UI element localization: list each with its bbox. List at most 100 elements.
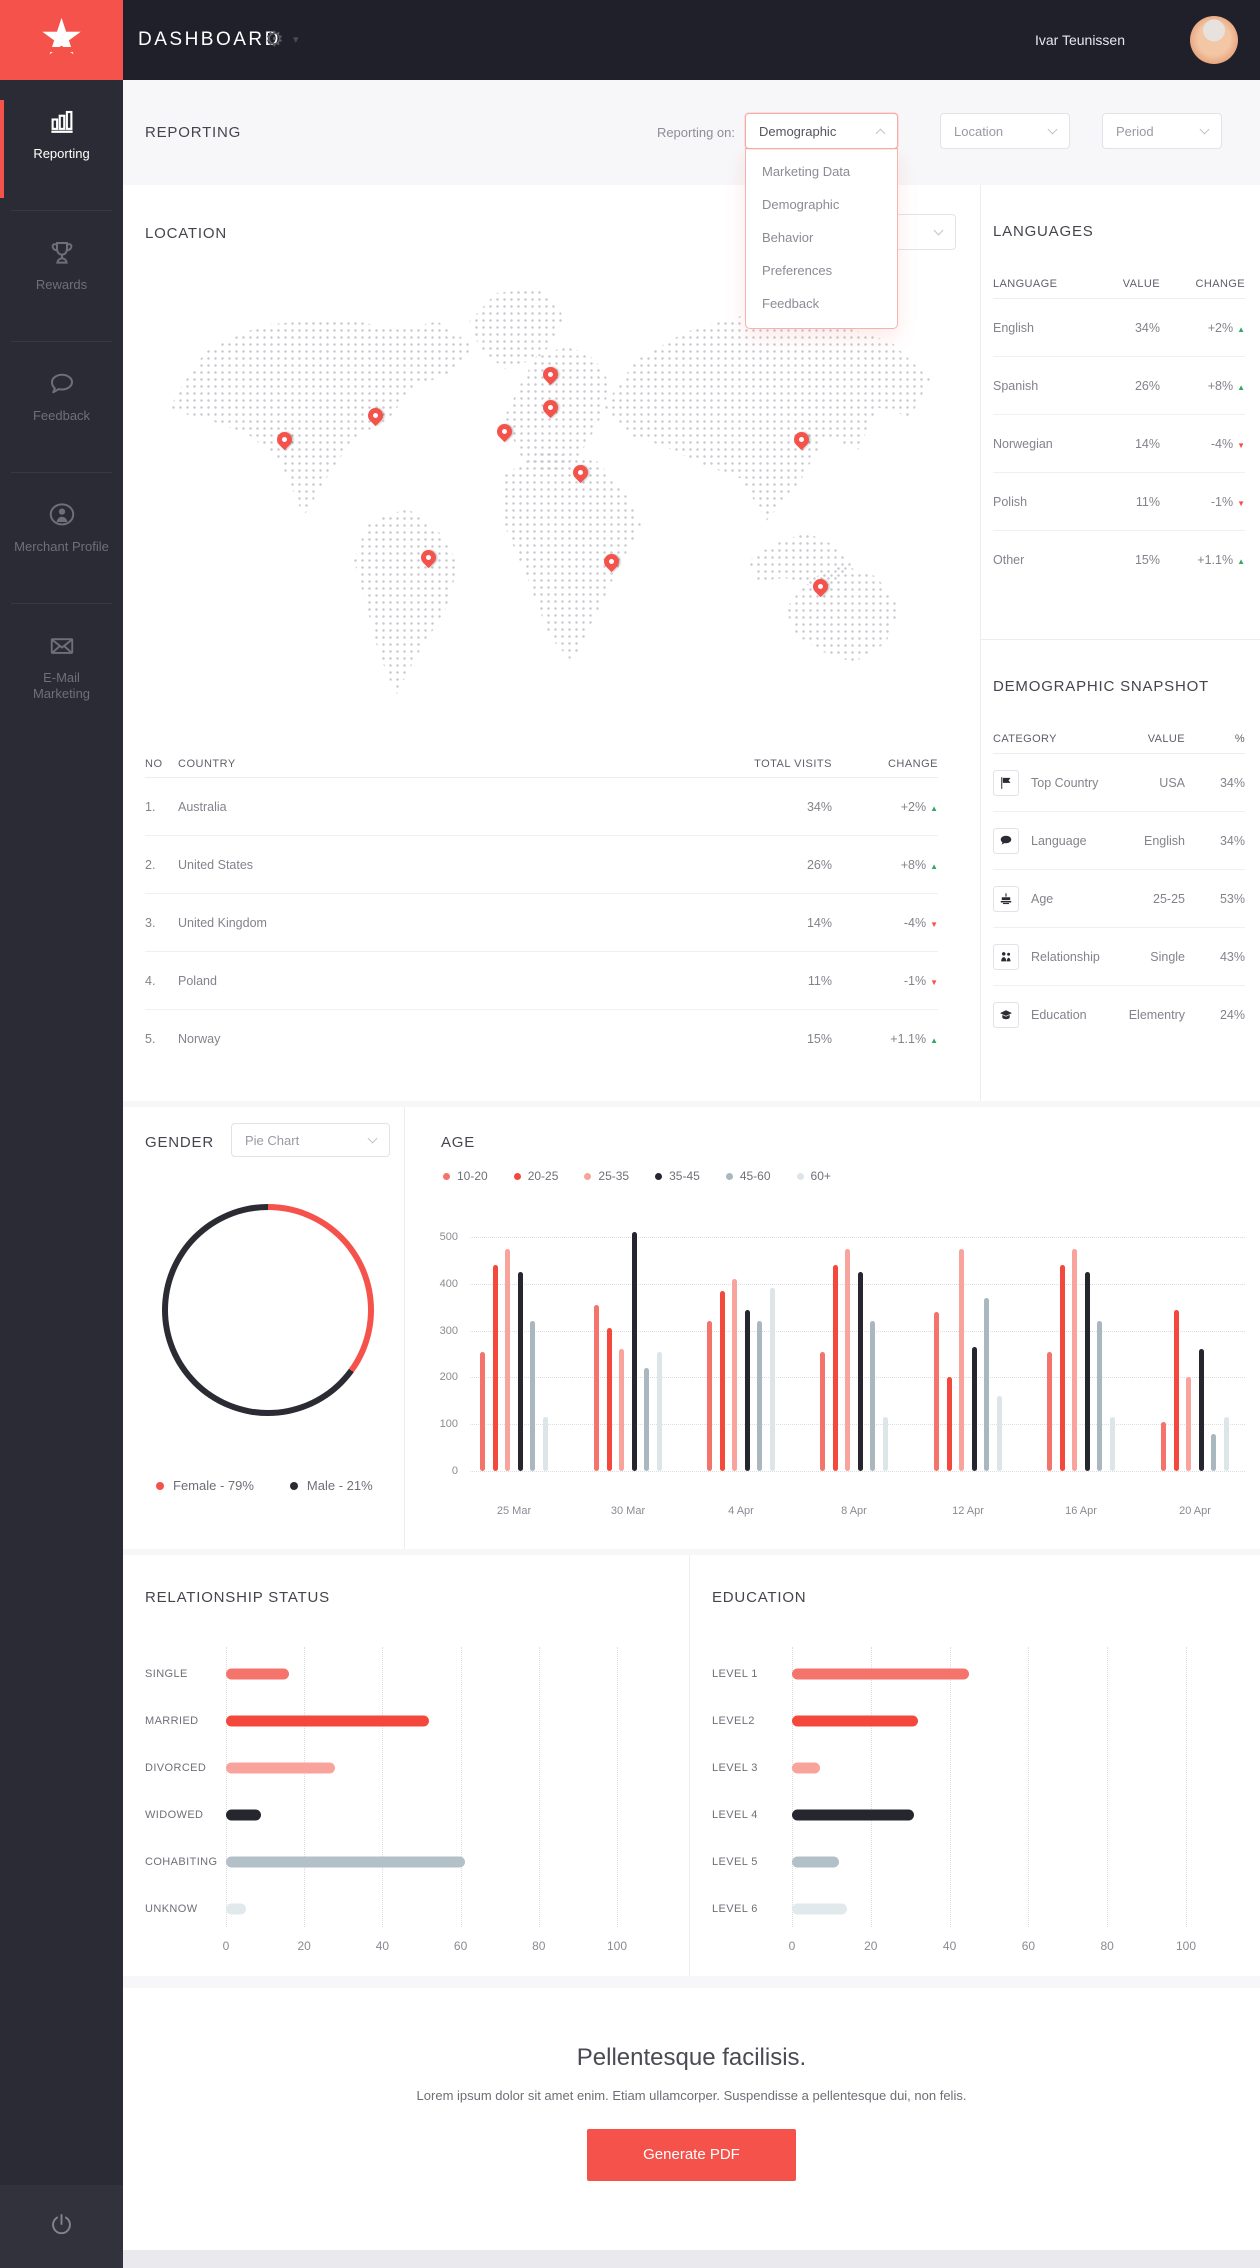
legend-item-female: Female - 79% bbox=[156, 1478, 254, 1493]
right-panel: LANGUAGES LANGUAGE VALUE CHANGE English … bbox=[980, 185, 1260, 1101]
x-axis-tick: 80 bbox=[532, 1939, 546, 1953]
dropdown-option-behavior[interactable]: Behavior bbox=[762, 230, 814, 245]
gridline bbox=[617, 1647, 618, 1927]
x-axis-tick: 100 bbox=[1175, 1939, 1197, 1953]
col-header-change: CHANGE bbox=[1195, 277, 1245, 290]
row-label-level-4: LEVEL 4 bbox=[712, 1809, 758, 1821]
col-header-change: CHANGE bbox=[887, 757, 938, 770]
sidebar: Reporting Rewards Feedback Merchant Profile… bbox=[0, 80, 123, 2268]
table-header-row: NO COUNTRY TOTAL VISITS CHANGE bbox=[145, 750, 938, 778]
location-select[interactable]: Location bbox=[940, 113, 1070, 149]
bar-10-20 bbox=[1161, 1422, 1166, 1471]
sidebar-item-reporting[interactable]: Reporting bbox=[0, 80, 123, 211]
footer-subtitle: Lorem ipsum dolor sit amet enim. Etiam u… bbox=[416, 2088, 967, 2103]
section-title-reporting: REPORTING bbox=[145, 124, 242, 141]
legend-dot bbox=[796, 1172, 804, 1180]
gridline bbox=[470, 1283, 1245, 1285]
sidebar-item-merchant-profile[interactable]: Merchant Profile bbox=[0, 473, 123, 604]
bar-35-45 bbox=[744, 1310, 750, 1471]
bar-45-60 bbox=[984, 1298, 990, 1471]
table-row: 5. Norway 15% +1.1% ▲ bbox=[145, 1032, 938, 1046]
bar-45-60 bbox=[644, 1368, 650, 1471]
trend-down-icon: ▼ bbox=[930, 977, 938, 987]
dropdown-option-demographic[interactable]: Demographic bbox=[762, 197, 840, 212]
sidebar-item-e-mail-marketing[interactable]: E-Mail Marketing bbox=[0, 604, 123, 735]
table-row: 1. Australia 34% +2% ▲ bbox=[145, 778, 938, 836]
snapshot-row: Top Country USA 34% bbox=[993, 754, 1245, 812]
star-banner bbox=[34, 47, 89, 52]
bar-widowed bbox=[226, 1809, 261, 1821]
bar-20-25 bbox=[946, 1377, 952, 1471]
bar-10-20 bbox=[707, 1321, 712, 1471]
snapshot-row: Relationship Single 43% bbox=[993, 928, 1245, 986]
gender-chart-type-select[interactable]: Pie Chart bbox=[231, 1123, 390, 1157]
pdf-footer-card: Pellentesque facilisis. Lorem ipsum dolo… bbox=[123, 1988, 1260, 2250]
settings-caret-icon[interactable]: ▾ bbox=[293, 34, 299, 46]
gridline bbox=[226, 1647, 227, 1927]
sidebar-item-label: E-Mail Marketing bbox=[32, 670, 91, 701]
continent-asia bbox=[603, 313, 930, 521]
trend-down-icon: ▼ bbox=[930, 919, 938, 929]
sidebar-item-rewards[interactable]: Rewards bbox=[0, 211, 123, 342]
row-label-unknow: UNKNOW bbox=[145, 1903, 198, 1915]
location-card: LOCATION NO COUNTRY TOTAL VISITS CHANGE 1… bbox=[123, 185, 1260, 1101]
bar-unknow bbox=[226, 1903, 246, 1915]
logout-button[interactable] bbox=[0, 2185, 123, 2268]
col-header-category: CATEGORY bbox=[993, 732, 1057, 745]
table-row: 3. United Kingdom 14% -4% ▼ bbox=[145, 894, 938, 952]
bar-single bbox=[226, 1668, 289, 1680]
y-axis-tick: 0 bbox=[451, 1465, 458, 1477]
table-row: 4. Poland 11% -1% ▼ bbox=[145, 952, 938, 1010]
section-title-demographic-snapshot: DEMOGRAPHIC SNAPSHOT bbox=[993, 678, 1210, 695]
gridline bbox=[870, 1647, 872, 1927]
chevron-down-icon bbox=[1199, 124, 1210, 135]
bar-level-6 bbox=[792, 1903, 847, 1915]
x-axis-tick: 0 bbox=[788, 1939, 796, 1953]
gridline bbox=[1028, 1647, 1030, 1927]
bar-chart-icon bbox=[0, 107, 123, 137]
settings-gear-icon[interactable]: ⚙ bbox=[265, 28, 284, 51]
gridline bbox=[470, 1471, 1245, 1472]
speech-bubble-icon bbox=[0, 369, 123, 399]
dropdown-option-feedback[interactable]: Feedback bbox=[762, 296, 820, 311]
col-header-no: NO bbox=[145, 757, 163, 770]
bar-level2 bbox=[792, 1715, 918, 1727]
bar-35-45 bbox=[857, 1272, 863, 1471]
category-dropdown-menu: Marketing Data Demographic Behavior Prefere… bbox=[745, 148, 898, 329]
legend-dot bbox=[156, 1481, 164, 1490]
section-title-languages: LANGUAGES bbox=[993, 223, 1094, 240]
bar-level-1 bbox=[792, 1668, 969, 1680]
dropdown-option-preferences[interactable]: Preferences bbox=[762, 263, 833, 278]
brand-logo[interactable]: ★ bbox=[0, 0, 123, 80]
legend-item-male: Male - 21% bbox=[289, 1478, 373, 1493]
x-axis-tick: 60 bbox=[453, 1939, 468, 1953]
x-axis-tick: 100 bbox=[606, 1939, 628, 1953]
col-header-country: COUNTRY bbox=[178, 757, 236, 770]
cake-icon bbox=[993, 885, 1019, 912]
x-axis-label: 30 Mar bbox=[610, 1505, 646, 1517]
relationship-education-card: RELATIONSHIP STATUS 0 20 40 60 80 100 SINGLE MAR… bbox=[123, 1555, 1260, 1976]
bar-35-45 bbox=[517, 1272, 523, 1471]
age-panel: AGE 10-20 20-25 25-35 35-45 45-60 60+ 25 Mar 3… bbox=[406, 1107, 1260, 1549]
bar-20-25 bbox=[719, 1291, 725, 1471]
gridline bbox=[949, 1647, 951, 1927]
period-select[interactable]: Period bbox=[1102, 113, 1222, 149]
age-bar-group-12-apr bbox=[934, 1237, 1002, 1471]
row-label-level2: LEVEL2 bbox=[712, 1715, 755, 1727]
dropdown-option-marketing-data[interactable]: Marketing Data bbox=[762, 164, 851, 179]
trend-down-icon: ▼ bbox=[1237, 498, 1245, 508]
continent-north-america bbox=[170, 317, 474, 517]
bar-level-3 bbox=[792, 1762, 820, 1774]
sidebar-item-feedback[interactable]: Feedback bbox=[0, 342, 123, 473]
gridline bbox=[1186, 1647, 1187, 1927]
age-legend: 10-20 20-25 25-35 35-45 45-60 60+ bbox=[443, 1169, 857, 1183]
user-avatar[interactable] bbox=[1190, 16, 1238, 64]
section-title-age: AGE bbox=[441, 1134, 476, 1151]
bar-level-4 bbox=[792, 1809, 914, 1821]
bar-level-5 bbox=[792, 1856, 839, 1868]
generate-pdf-button[interactable]: Generate PDF bbox=[587, 2129, 796, 2181]
x-axis-tick: 40 bbox=[942, 1939, 957, 1953]
person-icon bbox=[0, 500, 123, 530]
category-select[interactable]: Demographic bbox=[745, 113, 898, 149]
